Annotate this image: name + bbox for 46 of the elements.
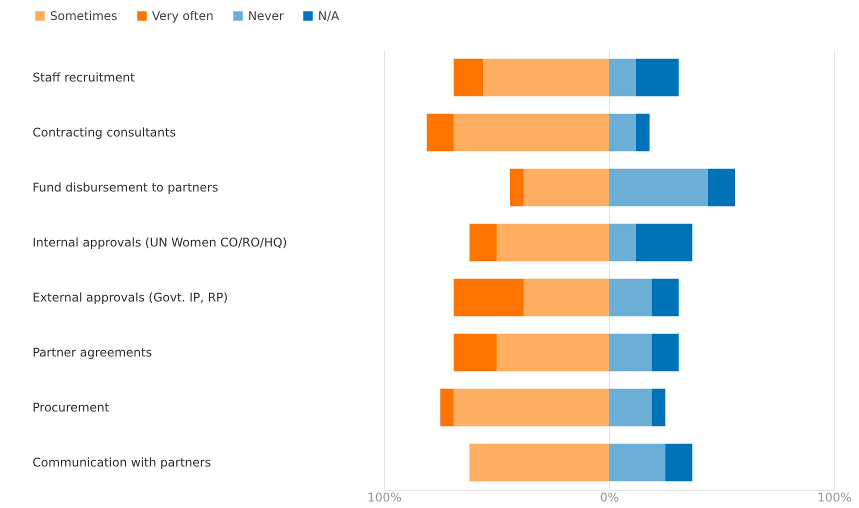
- bar: [609, 444, 666, 482]
- bar: [609, 168, 708, 206]
- bar: [636, 58, 679, 96]
- legend-label: Very often: [152, 9, 214, 23]
- bar: [609, 224, 636, 262]
- bar: [426, 114, 454, 152]
- x-tick-label: 100%: [817, 490, 852, 504]
- bar: [636, 114, 650, 152]
- bar: [496, 334, 609, 372]
- bar: [454, 334, 496, 372]
- bar: [609, 334, 652, 372]
- bar: [652, 388, 666, 426]
- bar: [470, 444, 609, 482]
- x-tick-label: 0%: [600, 490, 620, 504]
- y-tick-label: Staff recruitment: [32, 70, 136, 84]
- y-tick-label: Contracting consultants: [32, 126, 176, 140]
- bar: [470, 224, 496, 262]
- bar: [454, 388, 609, 426]
- bar: [665, 444, 692, 482]
- bar: [524, 168, 609, 206]
- x-tick-label: 100%: [367, 490, 402, 504]
- legend-label: Never: [248, 9, 284, 23]
- bar: [524, 278, 609, 316]
- bar: [510, 168, 524, 206]
- bar: [609, 114, 636, 152]
- bar: [609, 58, 636, 96]
- y-tick-label: Fund disbursement to partners: [32, 180, 218, 194]
- bar: [454, 114, 609, 152]
- bar: [609, 388, 652, 426]
- y-tick-label: Partner agreements: [32, 346, 152, 360]
- legend-label: N/A: [318, 9, 340, 23]
- legend-label: Sometimes: [50, 9, 118, 23]
- y-tick-label: Procurement: [32, 400, 110, 414]
- bar: [483, 58, 609, 96]
- bar: [708, 168, 735, 206]
- bar: [652, 334, 679, 372]
- bar: [636, 224, 692, 262]
- y-tick-label: Internal approvals (UN Women CO/RO/HQ): [32, 236, 288, 250]
- bar: [440, 388, 454, 426]
- bar: [454, 58, 483, 96]
- bar: [454, 278, 524, 316]
- bar: [496, 224, 609, 262]
- bar: [652, 278, 679, 316]
- bar: [609, 278, 652, 316]
- y-tick-label: Communication with partners: [32, 456, 211, 470]
- y-tick-label: External approvals (Govt. IP, RP): [32, 290, 228, 304]
